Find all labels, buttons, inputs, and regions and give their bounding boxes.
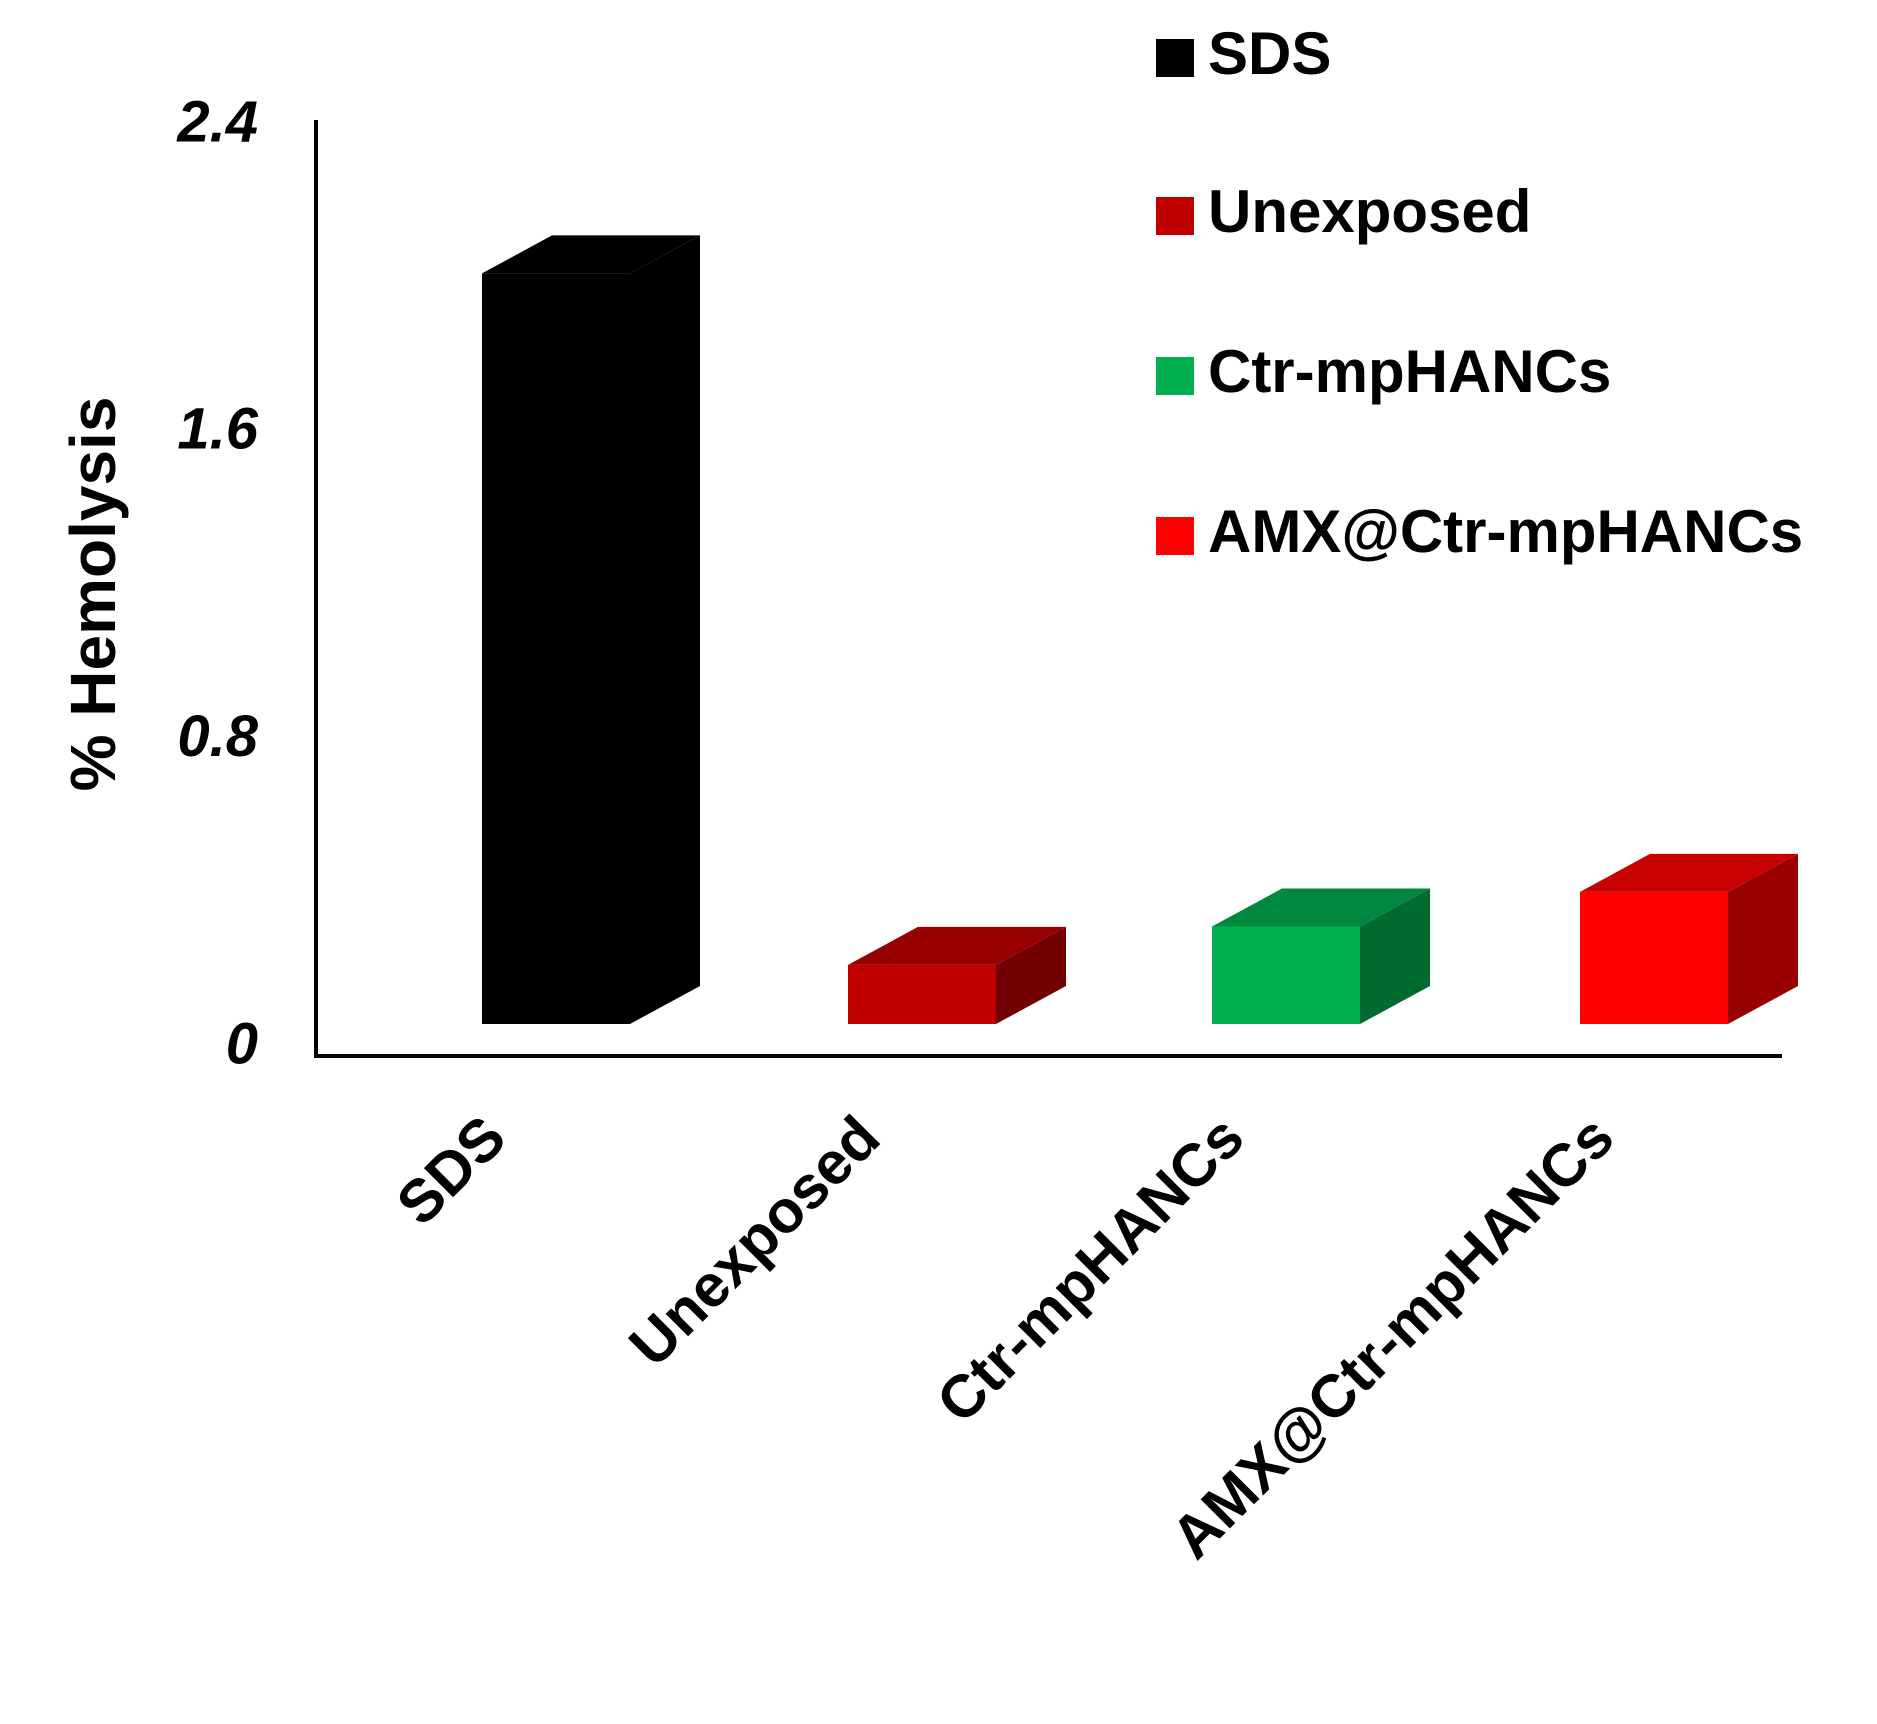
bars-layer xyxy=(482,235,1798,1025)
bar-top-amx-ctr-mphancs xyxy=(1580,853,1798,892)
axes-layer xyxy=(314,120,1782,1058)
bar-ctr-mphancs xyxy=(1212,888,1430,1024)
bar-side-ctr-mphancs xyxy=(1360,888,1430,1024)
y-tick-label: 0 xyxy=(226,1011,258,1076)
x-tick-label-unexposed: Unexposed xyxy=(616,1103,892,1379)
bar-unexposed xyxy=(848,926,1066,1024)
y-tick-label: 1.6 xyxy=(177,397,258,462)
bar-front-amx-ctr-mphancs xyxy=(1580,891,1728,1024)
bar-top-unexposed xyxy=(848,926,1066,965)
legend-swatch xyxy=(1156,39,1194,77)
bar-side-sds xyxy=(630,235,700,1025)
bar-top-sds xyxy=(482,235,700,274)
legend-swatch xyxy=(1156,517,1194,555)
bar-amx-ctr-mphancs xyxy=(1580,853,1798,1024)
y-tick-label: 2.4 xyxy=(176,89,258,154)
legend-entry-amx-ctr-mphancs: AMX@Ctr-mpHANCs xyxy=(1156,498,1803,565)
legend-label: SDS xyxy=(1208,20,1331,87)
bar-top-ctr-mphancs xyxy=(1212,888,1430,927)
bar-sds xyxy=(482,235,700,1025)
legend-swatch xyxy=(1156,197,1194,235)
y-tick-labels: 0 0.8 1.6 2.4 xyxy=(176,89,258,1076)
bar-side-unexposed xyxy=(996,926,1066,1024)
bar-front-unexposed xyxy=(848,964,996,1024)
legend-label: Ctr-mpHANCs xyxy=(1208,338,1611,405)
legend-label: AMX@Ctr-mpHANCs xyxy=(1208,498,1803,565)
legend-swatch xyxy=(1156,357,1194,395)
x-tick-label-ctr-mphancs: Ctr-mpHANCs xyxy=(924,1103,1257,1436)
y-tick-label: 0.8 xyxy=(177,704,258,769)
legend-entry-ctr-mphancs: Ctr-mpHANCs xyxy=(1156,338,1611,405)
y-axis-label: % Hemolysis xyxy=(57,397,129,792)
legend-entry-unexposed: Unexposed xyxy=(1156,178,1531,245)
legend-label: Unexposed xyxy=(1208,178,1531,245)
bar-front-ctr-mphancs xyxy=(1212,926,1360,1024)
bar-side-amx-ctr-mphancs xyxy=(1728,853,1798,1024)
legend: SDS Unexposed Ctr-mpHANCs AMX@Ctr-mpHANCs xyxy=(1156,20,1803,565)
legend-entry-sds: SDS xyxy=(1156,20,1331,87)
bar-front-sds xyxy=(482,273,630,1024)
x-tick-label-sds: SDS xyxy=(384,1103,519,1238)
